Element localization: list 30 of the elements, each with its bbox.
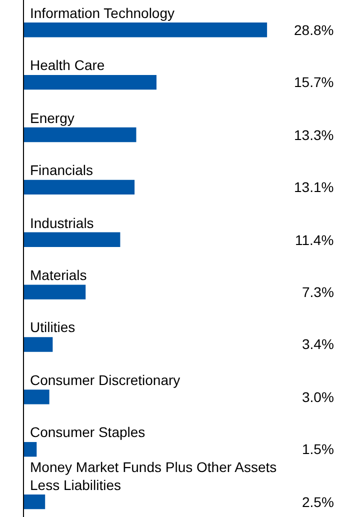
bar xyxy=(24,180,135,195)
bar xyxy=(24,390,50,404)
y-tick-label: Industrials xyxy=(30,215,94,231)
bar xyxy=(24,127,136,142)
y-tick-label: Materials xyxy=(30,267,87,283)
y-tick-label: Information Technology xyxy=(30,5,174,21)
y-tick-label: Consumer Staples xyxy=(30,424,146,440)
y-tick-label: Health Care xyxy=(30,57,105,73)
bar xyxy=(24,337,53,352)
data-label: 11.4% xyxy=(295,232,334,248)
data-label: 15.7% xyxy=(294,74,334,90)
bar xyxy=(24,232,120,247)
y-tick-label: Money Market Funds Plus Other Assets Less Liabilities xyxy=(30,459,277,494)
y-tick-label: Energy xyxy=(30,110,74,126)
bar xyxy=(24,494,46,510)
data-label: 3.4% xyxy=(302,336,334,352)
y-tick-label: Financials xyxy=(30,162,94,178)
bar xyxy=(24,74,156,90)
y-tick-label: Consumer Discretionary xyxy=(30,372,180,388)
data-label: 2.5% xyxy=(302,494,334,510)
data-label: 1.5% xyxy=(302,441,334,457)
data-label: 28.8% xyxy=(294,22,334,38)
data-label: 13.3% xyxy=(294,127,334,143)
data-label: 7.3% xyxy=(302,284,334,300)
bar xyxy=(24,442,37,457)
data-label: 13.1% xyxy=(294,179,334,195)
y-tick-label: Utilities xyxy=(30,319,76,335)
bar xyxy=(24,284,86,300)
data-label: 3.0% xyxy=(302,389,334,405)
bar xyxy=(24,22,268,38)
